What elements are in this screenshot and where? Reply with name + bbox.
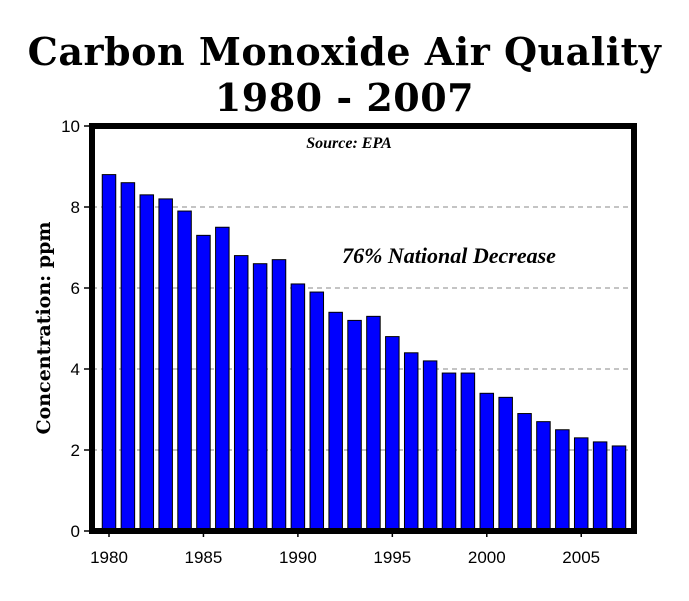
bar-1987: [233, 255, 249, 532]
bar-2005: [573, 437, 589, 532]
bar-1993: [347, 319, 362, 532]
bar-2007: [611, 445, 627, 532]
x-tick-label: 1990: [279, 548, 317, 567]
bar-1995: [385, 336, 400, 532]
y-tick-label: 6: [71, 279, 80, 298]
bar-1998: [441, 372, 457, 532]
bar-1986: [215, 226, 230, 532]
axis-ticks: 0 2 4 6 8 10 1980 1985 1990 1995 2000 2005: [61, 117, 600, 567]
y-tick-label: 10: [61, 117, 80, 136]
bar-1992: [328, 311, 343, 532]
bar-1996: [403, 352, 419, 532]
bar-1983: [158, 198, 173, 532]
bar-2001: [498, 396, 513, 532]
bar-2002: [517, 413, 532, 532]
bar-1981: [120, 182, 136, 532]
chart-title-line1: Carbon Monoxide Air Quality: [27, 29, 662, 74]
bar-1982: [139, 194, 155, 532]
x-tick-label: 1995: [373, 548, 411, 567]
bar-2003: [536, 421, 551, 532]
y-tick-label: 8: [71, 198, 80, 217]
bar-2006: [592, 441, 608, 532]
bar-1990: [290, 283, 306, 532]
y-tick-label: 4: [71, 360, 80, 379]
bar-1984: [177, 210, 192, 532]
bar-1985: [196, 234, 211, 532]
x-tick-label: 2005: [562, 548, 600, 567]
bar-1999: [460, 372, 476, 532]
chart-title-line2: 1980 - 2007: [214, 75, 475, 120]
source-label: Source: EPA: [306, 135, 392, 152]
decrease-annotation: 76% National Decrease: [342, 243, 556, 268]
bar-1997: [422, 360, 438, 532]
bar-1991: [309, 291, 325, 532]
bar-1980: [101, 174, 117, 532]
y-tick-label: 0: [71, 522, 80, 541]
bar-2000: [479, 392, 495, 532]
x-tick-label: 1985: [185, 548, 223, 567]
bar-1988: [252, 263, 268, 532]
y-tick-label: 2: [71, 441, 80, 460]
bar-1989: [271, 259, 287, 532]
x-tick-label: 1980: [90, 548, 128, 567]
x-tick-label: 2000: [468, 548, 506, 567]
plot-frame: [89, 123, 637, 534]
bar-2004: [555, 429, 570, 532]
y-axis-label: Concentration: ppm: [33, 222, 55, 435]
bars: [101, 174, 627, 532]
bar-1994: [366, 315, 381, 532]
